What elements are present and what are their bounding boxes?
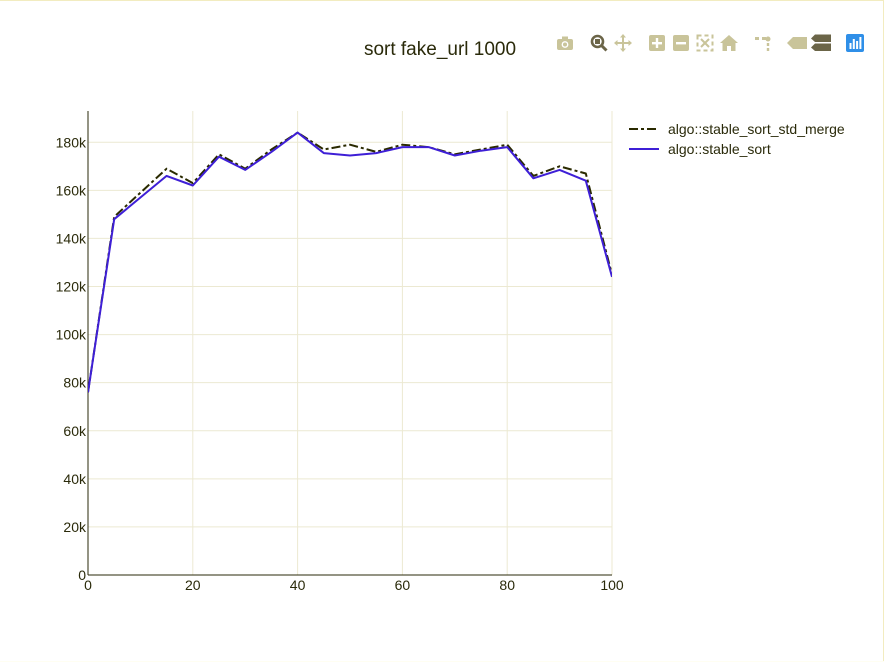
legend-item[interactable]: algo::stable_sort_std_merge <box>629 121 845 137</box>
hover-compare-icon[interactable] <box>809 31 833 55</box>
hover-closest-icon[interactable] <box>785 31 809 55</box>
zoom-in-icon[interactable] <box>645 31 669 55</box>
y-tick-label: 180k <box>56 134 87 150</box>
y-tick-label: 20k <box>63 519 87 535</box>
autoscale-icon[interactable] <box>693 31 717 55</box>
legend-label: algo::stable_sort <box>668 141 771 157</box>
modebar <box>553 31 867 55</box>
y-tick-label: 140k <box>56 230 87 246</box>
legend-label: algo::stable_sort_std_merge <box>668 121 845 137</box>
series-line-2[interactable] <box>88 131 612 393</box>
series-line-1[interactable] <box>88 131 612 393</box>
camera-icon[interactable] <box>553 31 577 55</box>
grid-lines <box>88 111 613 575</box>
x-tick-label: 0 <box>84 577 92 593</box>
y-tick-label: 80k <box>63 375 87 391</box>
legend[interactable]: algo::stable_sort_std_mergealgo::stable_… <box>629 121 845 157</box>
tick-labels: 0 20 40 60 80 100 0 20k 40k 60k 80k 100k 120k 140k 160… <box>56 134 624 593</box>
spike-lines-icon[interactable] <box>751 31 775 55</box>
x-tick-label: 80 <box>499 577 515 593</box>
series-lines[interactable] <box>88 131 612 393</box>
y-tick-label: 0 <box>78 567 86 583</box>
x-tick-label: 20 <box>185 577 201 593</box>
y-tick-label: 100k <box>56 327 87 343</box>
home-icon[interactable] <box>717 31 741 55</box>
zoom-out-icon[interactable] <box>669 31 693 55</box>
y-tick-label: 40k <box>63 471 87 487</box>
axes <box>87 111 612 576</box>
legend-item[interactable]: algo::stable_sort <box>629 141 771 157</box>
y-tick-label: 120k <box>56 279 87 295</box>
chart-title: sort fake_url 1000 <box>363 39 517 60</box>
y-tick-label: 60k <box>63 423 87 439</box>
x-tick-label: 40 <box>290 577 306 593</box>
zoom-icon[interactable] <box>587 31 611 55</box>
x-tick-label: 60 <box>395 577 411 593</box>
plotly-logo-icon[interactable] <box>843 31 867 55</box>
x-tick-label: 100 <box>600 577 624 593</box>
pan-icon[interactable] <box>611 31 635 55</box>
y-tick-label: 160k <box>56 182 87 198</box>
